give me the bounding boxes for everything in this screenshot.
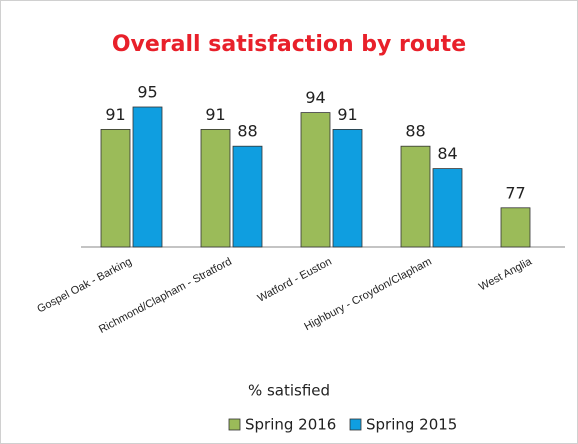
bar [200, 128, 231, 248]
value-label: 95 [137, 83, 157, 102]
bar [332, 128, 363, 248]
value-label: 94 [305, 88, 325, 107]
bar [400, 145, 431, 248]
x-axis-label: % satisfied [248, 382, 330, 400]
value-label: 88 [237, 122, 257, 141]
value-label: 91 [105, 105, 125, 124]
chart-title: Overall satisfaction by route [112, 32, 466, 57]
value-label: 91 [205, 105, 225, 124]
legend-label: Spring 2016 [245, 416, 336, 434]
value-label: 88 [405, 122, 425, 141]
bar [100, 128, 131, 248]
legend-label: Spring 2015 [366, 416, 457, 434]
legend-swatch [228, 418, 241, 431]
value-label: 84 [437, 144, 457, 163]
bar [500, 207, 531, 248]
value-label: 77 [505, 183, 525, 202]
bar [132, 106, 163, 248]
bar [300, 112, 331, 248]
bar [432, 168, 463, 248]
value-label: 91 [337, 105, 357, 124]
bar [232, 145, 263, 248]
legend-swatch [349, 418, 362, 431]
